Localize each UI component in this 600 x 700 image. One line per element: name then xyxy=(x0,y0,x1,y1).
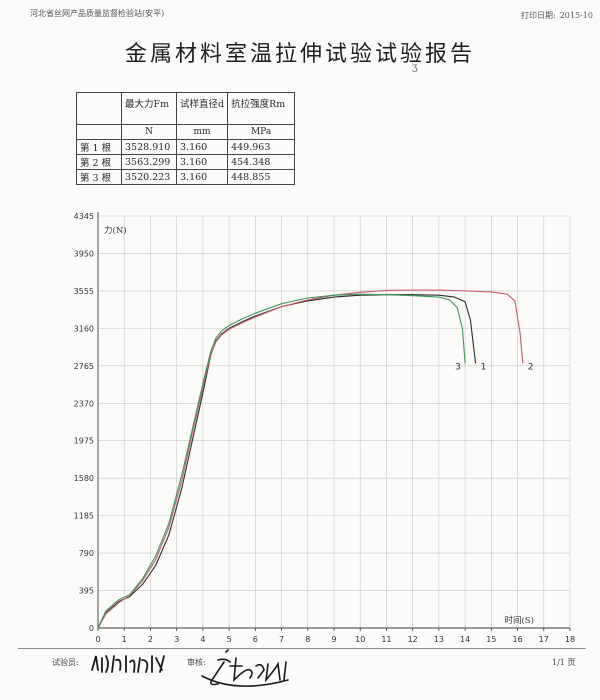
x-tick-label: 12 xyxy=(408,635,418,644)
row-label: 第 3 根 xyxy=(76,169,122,185)
x-tick-label: 17 xyxy=(539,635,549,644)
table-row: 第 1 根 3528.910 3.160 449.963 xyxy=(76,139,296,155)
x-tick-label: 8 xyxy=(305,635,310,644)
x-tick-label: 6 xyxy=(253,635,258,644)
print-date-label: 打印日期: xyxy=(521,11,556,20)
header-cell: 最大力Fm xyxy=(121,92,177,125)
header-print-date: 打印日期: 2015-10 xyxy=(517,10,593,21)
y-tick-label: 2370 xyxy=(74,399,94,408)
tester-label: 试验员: xyxy=(52,658,79,667)
x-tick-label: 13 xyxy=(434,635,444,644)
header-cell: 抗拉强度Rm xyxy=(227,92,296,125)
y-tick-label: 395 xyxy=(79,587,94,596)
y-tick-label: 3160 xyxy=(74,324,94,333)
y-tick-label: 4345 xyxy=(74,212,94,221)
chart-series: 1 2 3 xyxy=(97,289,534,629)
y-tick-label: 3950 xyxy=(74,249,94,258)
x-tick-label: 11 xyxy=(381,635,391,644)
y-tick-label: 2765 xyxy=(74,362,94,371)
stray-pen-mark: ʒ xyxy=(412,62,418,73)
x-axis-label: 时间(S) xyxy=(504,615,533,626)
y-tick-label: 3555 xyxy=(74,287,94,296)
table-row: 第 2 根 3563.299 3.160 454.348 xyxy=(76,154,296,170)
x-tick-label: 2 xyxy=(148,635,153,644)
chart-grid xyxy=(98,215,571,628)
x-tick-label: 14 xyxy=(460,635,470,644)
footer-divider xyxy=(18,648,586,649)
series-end-label: 1 xyxy=(481,362,487,372)
table-unit-row: N mm MPa xyxy=(76,124,296,140)
series-line-1 xyxy=(97,294,477,629)
y-tick-label: 1580 xyxy=(74,474,94,483)
y-tick-label: 0 xyxy=(89,624,94,633)
header-org: 河北省丝网产品质量监督检验站(安平) xyxy=(30,9,165,18)
x-tick-label: 7 xyxy=(279,635,284,644)
x-tick-label: 5 xyxy=(227,635,232,644)
x-tick-label: 4 xyxy=(200,635,205,644)
x-tick-label: 9 xyxy=(331,635,336,644)
page-number: 1/1 页 xyxy=(552,658,576,667)
x-tick-label: 10 xyxy=(355,635,365,644)
rm-cell: 448.855 xyxy=(227,169,296,185)
x-tick-label: 1 xyxy=(122,635,127,644)
chart-ticks: 0 1 2 3 4 5 6 7 8 9 10 11 12 13 14 15 16 17 18039579011851… xyxy=(74,212,575,644)
y-axis-label: 力(N) xyxy=(104,225,127,236)
x-tick-label: 16 xyxy=(512,635,522,644)
results-table: 最大力Fm 试样直径d 抗拉强度Rm N mm MPa 第 1 根 3528.9… xyxy=(76,92,296,185)
x-tick-label: 0 xyxy=(95,635,100,644)
series-end-label: 3 xyxy=(455,362,461,372)
unit-cell: mm xyxy=(175,124,229,140)
reviewer-signature xyxy=(201,649,289,687)
d-cell: 3.160 xyxy=(175,169,229,185)
series-line-3 xyxy=(97,293,466,629)
header-cell: 试样直径d xyxy=(175,92,229,125)
report-title: 金属材料室温拉伸试验试验报告 xyxy=(124,42,475,67)
print-date-value: 2015-10 xyxy=(559,11,593,20)
reviewer-label: 审核: xyxy=(187,658,206,667)
tester-signature xyxy=(91,655,165,673)
series-line-2 xyxy=(97,289,524,629)
x-tick-label: 3 xyxy=(174,635,179,644)
series-end-label: 2 xyxy=(528,362,534,372)
table-row: 第 3 根 3520.223 3.160 448.855 xyxy=(76,169,296,185)
y-tick-label: 790 xyxy=(79,549,94,558)
x-tick-label: 15 xyxy=(486,635,496,644)
y-tick-label: 1185 xyxy=(74,512,94,521)
y-tick-label: 1975 xyxy=(74,437,94,446)
x-tick-label: 18 xyxy=(565,635,575,644)
